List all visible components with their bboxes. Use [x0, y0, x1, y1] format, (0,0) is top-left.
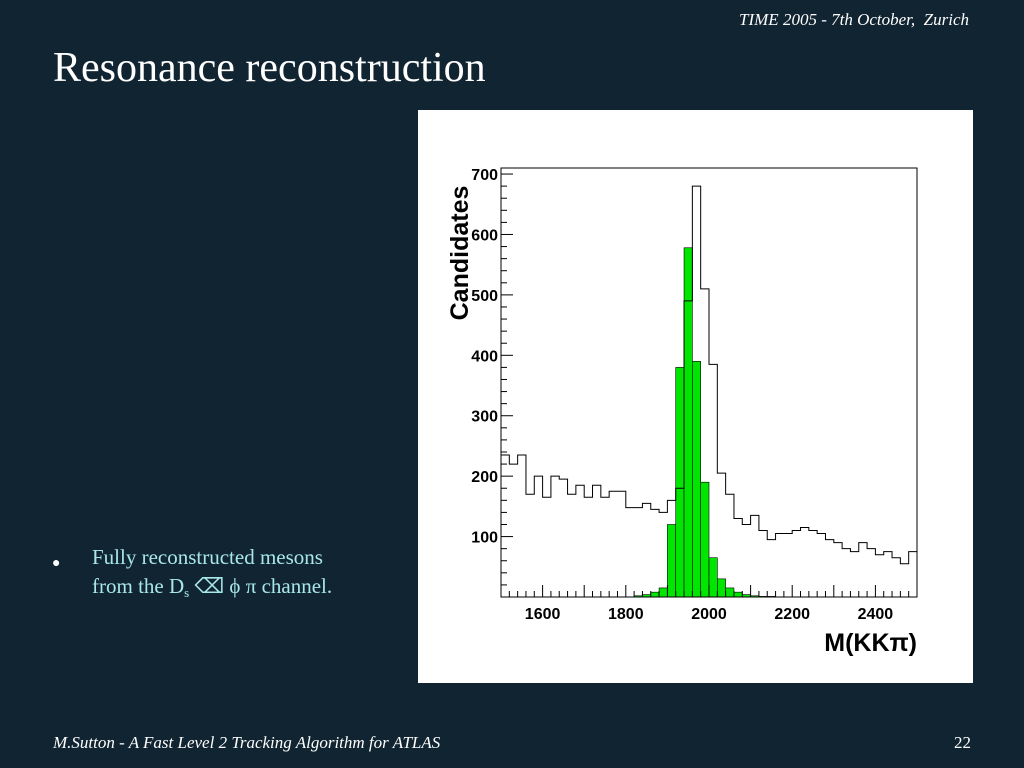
slide-title: Resonance reconstruction [53, 45, 486, 91]
y-tick-label: 500 [471, 288, 498, 305]
x-axis-label: M(KKπ) [824, 629, 917, 657]
y-axis-label: Candidates [446, 186, 474, 321]
signal-bin-bar [650, 591, 660, 598]
bullet-line-2-suffix: ⌫ ϕ π channel. [189, 574, 333, 598]
signal-bin-bar [683, 247, 693, 598]
signal-bin-bar [700, 481, 710, 598]
histogram-chart: 100 200 300 400 500 600 700 1600 1800 2000 2200 240… [446, 167, 918, 657]
x-tick-label: 2200 [774, 606, 810, 623]
y-tick-label: 700 [471, 167, 498, 184]
header-text: TIME 2005 - 7th October, Zurich [739, 10, 969, 29]
signal-bin-bar [725, 587, 735, 598]
signal-bin-bar [692, 361, 701, 598]
bullet-text: Fully reconstructed mesons from the Ds ⌫… [92, 543, 402, 607]
x-tick-label: 2400 [858, 606, 894, 623]
footer-author-title: M.Sutton - A Fast Level 2 Tracking Algor… [53, 733, 441, 752]
y-tick-label: 400 [471, 348, 498, 365]
bullet-subscript: s [184, 585, 190, 600]
signal-histogram-layer [633, 247, 776, 598]
axes-layer: 100 200 300 400 500 600 700 1600 1800 2000 2200 240… [471, 167, 918, 623]
signal-bin-bar [675, 367, 685, 598]
bullet-line-1: Fully reconstructed mesons [92, 545, 323, 569]
bullet-line-2-prefix: from the D [92, 574, 185, 598]
y-tick-label: 100 [471, 530, 498, 547]
signal-bin-bar [667, 524, 677, 598]
y-tick-label: 300 [471, 409, 498, 426]
bullet-dot-icon: ● [52, 556, 61, 571]
y-tick-label: 600 [471, 227, 498, 244]
x-tick-label: 1600 [525, 606, 561, 623]
signal-bin-bar [658, 587, 668, 598]
x-tick-label: 1800 [608, 606, 644, 623]
signal-bin-bar [733, 591, 743, 598]
signal-bin-bar [717, 578, 726, 598]
chart-panel: 100 200 300 400 500 600 700 1600 1800 2000 2200 240… [418, 110, 973, 683]
background-histogram-line [501, 185, 918, 597]
bullet-item: ● Fully reconstructed mesons from the Ds… [52, 543, 402, 607]
y-tick-label: 200 [471, 469, 498, 486]
background-histogram-layer [501, 185, 918, 597]
signal-bin-bar [708, 557, 718, 598]
x-tick-label: 2000 [691, 606, 727, 623]
page-number: 22 [954, 733, 971, 752]
